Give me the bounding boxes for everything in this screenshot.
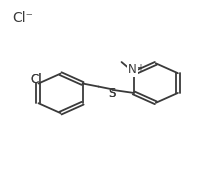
Text: S: S [109,87,116,100]
Text: Cl: Cl [30,73,42,86]
Text: Cl: Cl [30,73,42,86]
Text: Cl: Cl [30,73,42,86]
Text: S: S [109,87,116,100]
Text: +: + [136,63,144,73]
Text: S: S [109,87,116,100]
Text: N: N [128,63,137,76]
Text: Cl⁻: Cl⁻ [12,11,33,25]
